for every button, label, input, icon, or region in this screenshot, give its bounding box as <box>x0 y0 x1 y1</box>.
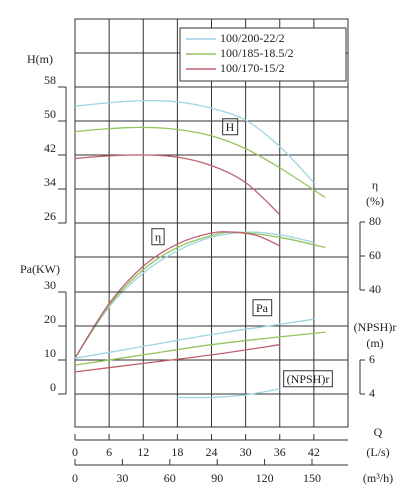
annotation-box <box>151 228 165 246</box>
curve <box>74 231 281 359</box>
y-axis-label: (%) <box>366 194 384 208</box>
y-tick-label: 10 <box>44 346 56 360</box>
x2-tick-label: 120 <box>256 471 274 485</box>
x-tick-label: 6 <box>106 445 112 459</box>
x-tick-label: 12 <box>137 445 149 459</box>
curve <box>74 154 281 215</box>
curve <box>74 344 280 373</box>
curve <box>74 331 326 366</box>
y-axis-label: H(m) <box>27 52 53 66</box>
legend-label: 100/200-22/2 <box>220 31 285 45</box>
annotation: η <box>155 230 161 244</box>
x-tick-label: 0 <box>72 445 78 459</box>
curve <box>74 99 315 184</box>
y-tick-label: 42 <box>44 141 56 155</box>
x-axis-unit: (L/s) <box>366 445 389 459</box>
y-tick-label: 4 <box>369 386 375 400</box>
legend-label: 100/185-18.5/2 <box>220 46 294 60</box>
x2-axis-unit: (m³/h) <box>363 471 393 485</box>
annotation: Pa <box>256 301 269 315</box>
y-tick-label: 26 <box>44 209 56 223</box>
x2-tick-label: 90 <box>211 471 223 485</box>
x2-tick-label: 30 <box>116 471 128 485</box>
y-axis-label: Pa(KW) <box>20 262 60 276</box>
annotation: (NPSH)r <box>287 372 330 386</box>
x-tick-label: 42 <box>308 445 320 459</box>
x-tick-label: 18 <box>171 445 183 459</box>
curve <box>74 318 314 359</box>
curve <box>74 231 326 359</box>
annotation-box <box>222 118 239 136</box>
y-tick-label: 40 <box>369 282 381 296</box>
y-tick-label: 20 <box>44 312 56 326</box>
y-tick-label: 6 <box>369 352 375 366</box>
x-tick-label: 36 <box>274 445 286 459</box>
x-tick-label: 30 <box>240 445 252 459</box>
curve <box>74 126 326 199</box>
legend-label: 100/170-15/2 <box>220 61 285 75</box>
x2-tick-label: 60 <box>164 471 176 485</box>
y-axis-label: (m) <box>366 336 383 350</box>
x2-tick-label: 0 <box>72 471 78 485</box>
y-tick-label: 80 <box>369 214 381 228</box>
y-axis-label: η <box>372 178 378 192</box>
curve <box>177 388 280 399</box>
curve <box>74 231 315 359</box>
y-tick-label: 58 <box>44 73 56 87</box>
annotation-box <box>283 370 333 388</box>
x-tick-label: 24 <box>206 445 218 459</box>
annotation-box <box>252 299 273 317</box>
x-axis-label: Q <box>374 425 383 439</box>
y-axis-label: (NPSH)r <box>354 320 397 334</box>
x2-tick-label: 150 <box>303 471 321 485</box>
y-tick-label: 34 <box>44 175 56 189</box>
y-tick-label: 0 <box>50 380 56 394</box>
y-tick-label: 60 <box>369 248 381 262</box>
y-tick-label: 50 <box>44 107 56 121</box>
annotation: H <box>226 120 235 134</box>
y-tick-label: 30 <box>44 278 56 292</box>
